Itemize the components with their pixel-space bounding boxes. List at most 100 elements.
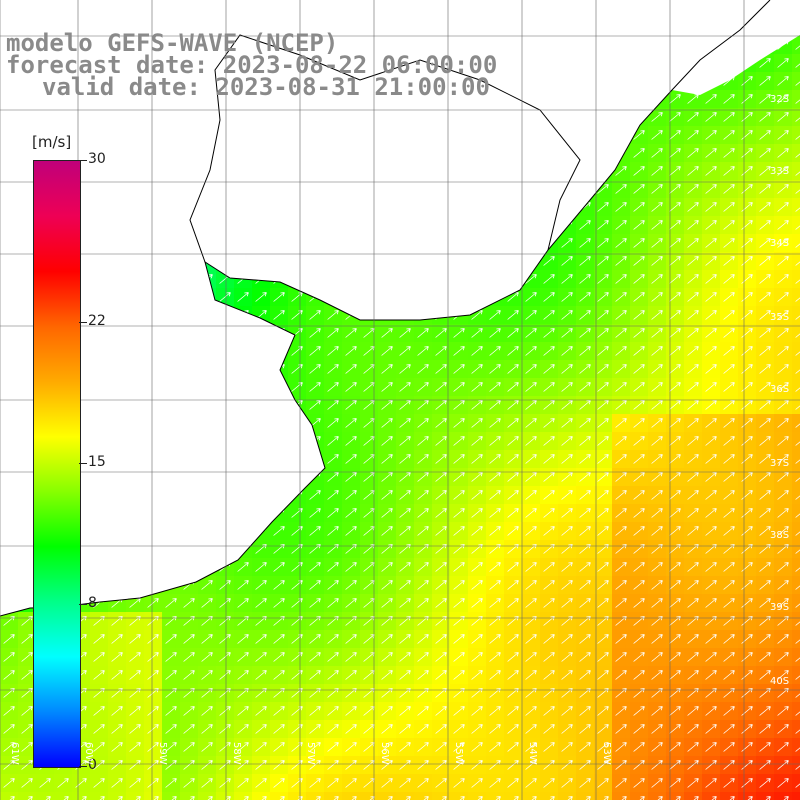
wind-arrow: [723, 760, 735, 770]
wind-arrow: [435, 508, 447, 518]
wind-arrow: [525, 562, 537, 572]
wind-arrow: [489, 526, 501, 536]
wind-arrow: [471, 724, 483, 734]
wind-arrow: [561, 652, 573, 662]
wind-arrow: [561, 508, 573, 518]
wind-arrow: [759, 112, 771, 122]
wind-arrow: [597, 598, 609, 608]
wind-arrow: [633, 130, 645, 140]
wind-arrow: [759, 364, 771, 374]
wind-arrow: [741, 724, 753, 734]
wind-arrow: [633, 562, 645, 572]
wind-arrow: [723, 724, 735, 734]
wind-arrow: [273, 526, 285, 536]
wind-arrow: [633, 508, 645, 518]
wind-arrow: [705, 166, 717, 176]
wind-arrow: [183, 634, 195, 644]
wind-arrow: [597, 274, 609, 284]
wind-arrow: [417, 670, 429, 680]
wind-arrow: [543, 292, 555, 302]
wind-arrow: [687, 526, 699, 536]
wind-arrow: [507, 598, 519, 608]
latitude-label: 35S: [770, 312, 790, 323]
field-cell: [792, 216, 800, 235]
wind-arrow: [489, 670, 501, 680]
wind-arrow: [489, 310, 501, 320]
wind-arrow: [543, 742, 555, 752]
wind-arrow: [669, 598, 681, 608]
wind-arrow: [507, 490, 519, 500]
wind-arrow: [543, 760, 555, 770]
wind-arrow: [327, 580, 339, 590]
wind-arrow: [705, 130, 717, 140]
wind-arrow: [417, 382, 429, 392]
wind-arrow: [723, 94, 735, 104]
wind-arrow: [147, 724, 159, 734]
wind-arrow: [579, 742, 591, 752]
wind-arrow: [399, 634, 411, 644]
wind-arrow: [417, 778, 429, 788]
wind-arrow: [183, 760, 195, 770]
field-cell: [792, 648, 800, 667]
wind-arrow: [435, 580, 447, 590]
field-cell: [54, 792, 73, 800]
wind-arrow: [759, 310, 771, 320]
wind-arrow: [633, 346, 645, 356]
wind-arrow: [147, 598, 159, 608]
field-cell: [792, 198, 800, 217]
wind-arrow: [579, 580, 591, 590]
wind-arrow: [381, 634, 393, 644]
field-cell: [0, 792, 19, 800]
forecast-date: forecast date: 2023-08-22 06:00:00: [6, 51, 498, 79]
wind-arrow: [795, 693, 800, 698]
wind-arrow: [615, 364, 627, 374]
wind-arrow: [777, 400, 789, 410]
wind-arrow: [723, 346, 735, 356]
wind-arrow: [345, 454, 357, 464]
wind-arrow: [777, 670, 789, 680]
wind-arrow: [327, 598, 339, 608]
wind-arrow: [651, 184, 663, 194]
wind-arrow: [219, 724, 231, 734]
wind-arrow: [705, 472, 717, 482]
wind-arrow: [741, 778, 753, 788]
wind-arrow: [345, 778, 357, 788]
field-cell: [234, 792, 253, 800]
wind-arrow: [705, 598, 717, 608]
wind-arrow: [561, 724, 573, 734]
wind-arrow: [651, 238, 663, 248]
wind-arrow: [579, 418, 591, 428]
wind-arrow: [543, 598, 555, 608]
wind-arrow: [219, 580, 231, 590]
wind-arrow: [777, 184, 789, 194]
wind-arrow: [525, 400, 537, 410]
wind-arrow: [615, 742, 627, 752]
wind-arrow: [273, 310, 285, 320]
wind-arrow: [705, 490, 717, 500]
wind-arrow: [471, 364, 483, 374]
colorbar-tickmark: [79, 321, 87, 323]
field-cell: [720, 792, 739, 800]
field-cell: [792, 558, 800, 577]
wind-arrow: [309, 310, 321, 320]
wind-arrow: [291, 364, 303, 374]
wind-arrow: [309, 346, 321, 356]
wind-arrow: [453, 364, 465, 374]
wind-arrow: [795, 747, 800, 752]
wind-arrow: [399, 742, 411, 752]
wind-arrow: [345, 472, 357, 482]
wind-arrow: [759, 652, 771, 662]
wind-arrow: [795, 351, 800, 356]
wind-arrow: [345, 490, 357, 500]
wind-arrow: [741, 418, 753, 428]
wind-arrow: [417, 472, 429, 482]
wind-arrow: [633, 400, 645, 410]
wind-arrow: [561, 364, 573, 374]
wind-arrow: [111, 652, 123, 662]
wind-arrow: [309, 508, 321, 518]
wind-arrow: [669, 166, 681, 176]
wind-arrow: [705, 148, 717, 158]
wind-arrow: [255, 670, 267, 680]
latitude-label: 40S: [770, 676, 790, 687]
wind-arrow: [723, 148, 735, 158]
